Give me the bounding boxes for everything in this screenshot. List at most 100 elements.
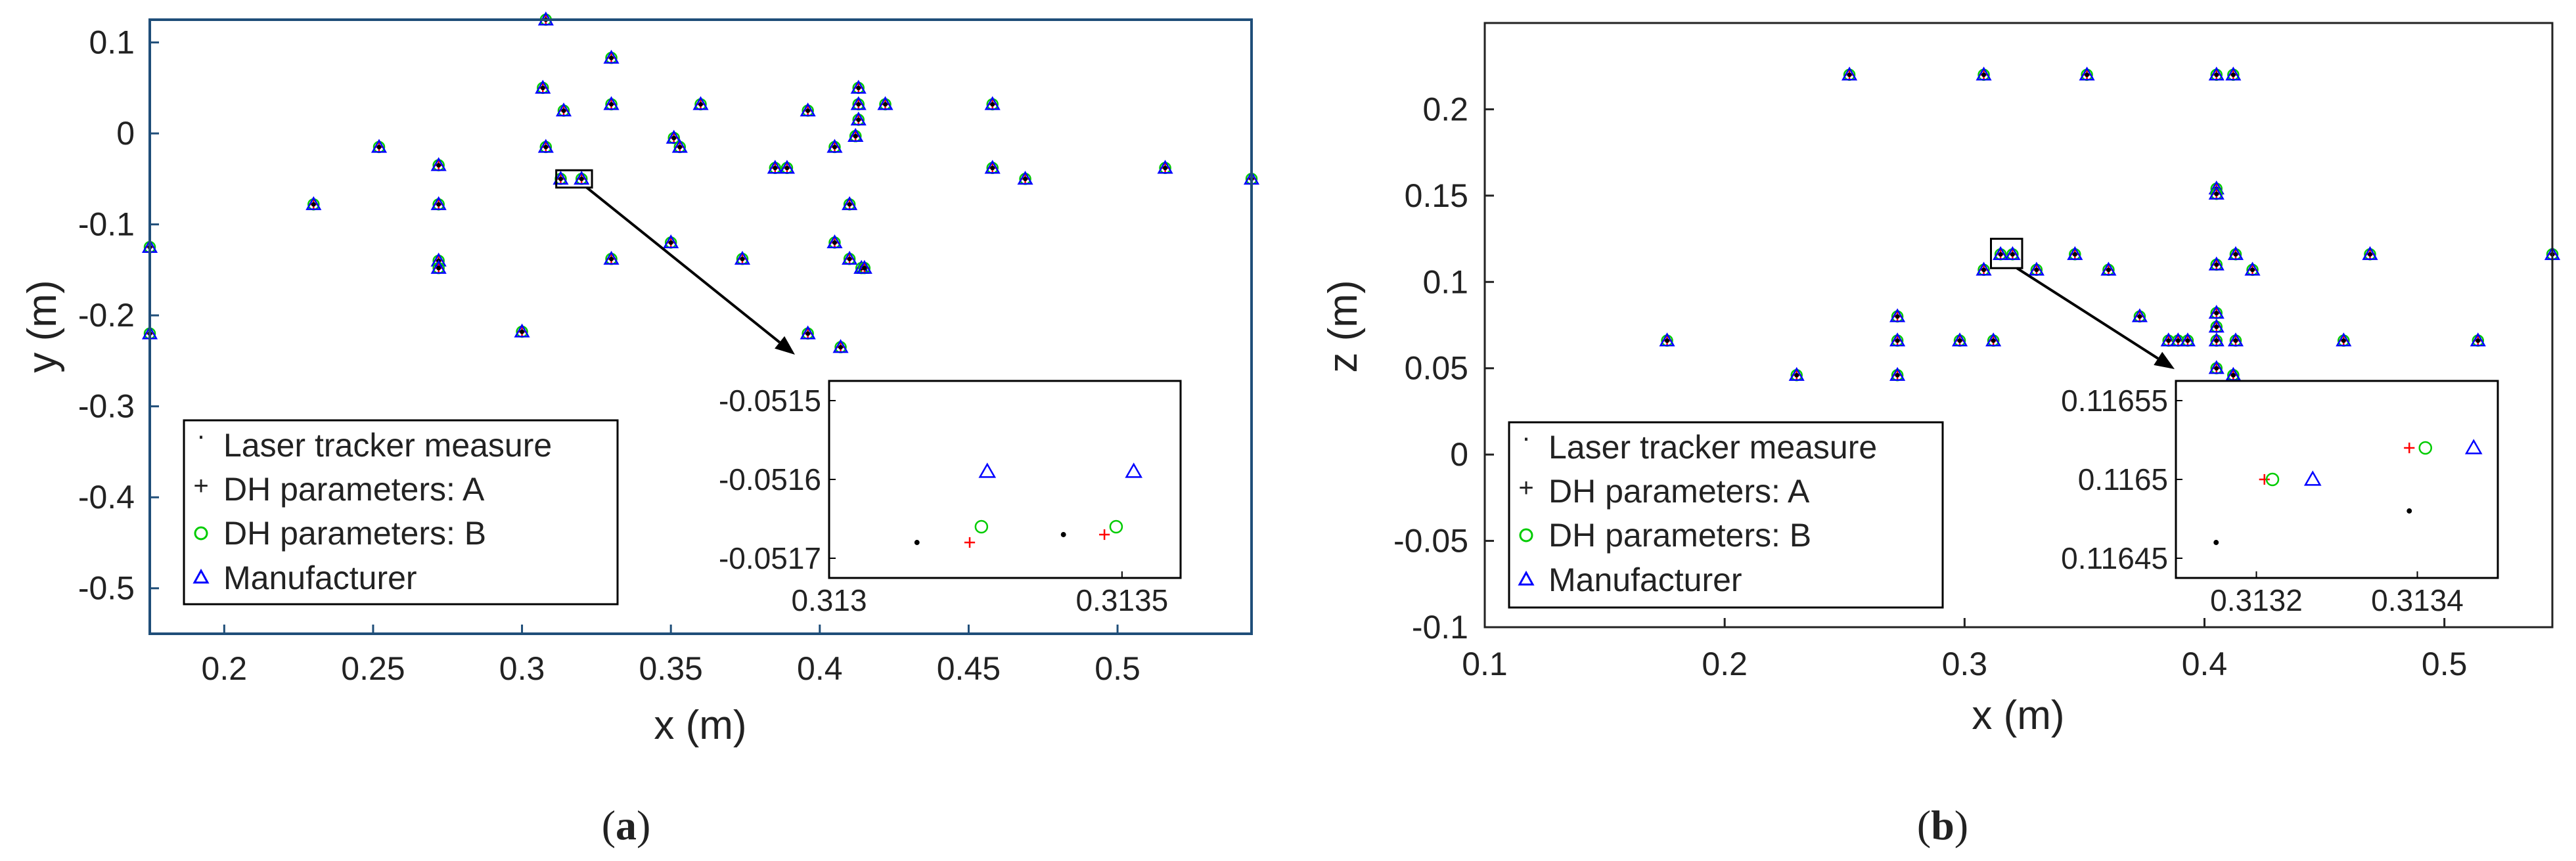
data-point xyxy=(603,250,620,265)
chart-a-zoom-box xyxy=(555,169,593,189)
legend-a-label-dh-b: DH parameters: B xyxy=(223,515,486,552)
marker-laser xyxy=(856,117,861,122)
marker-laser xyxy=(2072,252,2077,257)
marker-manufacturer xyxy=(984,160,1001,174)
marker-manufacturer xyxy=(856,259,872,274)
inset-marker-dh-a xyxy=(964,537,976,548)
data-point xyxy=(663,234,679,249)
marker-manufacturer xyxy=(537,139,554,153)
marker-laser xyxy=(2010,252,2015,257)
marker-manufacturer xyxy=(430,157,447,171)
marker-manufacturer xyxy=(877,96,893,110)
marker-laser xyxy=(2034,267,2039,273)
marker-laser xyxy=(990,102,995,107)
inset-marker-manufacturer xyxy=(1125,462,1142,478)
marker-manufacturer xyxy=(1889,366,1906,381)
marker-manufacturer xyxy=(2208,360,2225,374)
x-tick-label: 0.45 xyxy=(937,650,1001,687)
data-point xyxy=(2227,332,2244,347)
data-point xyxy=(2208,66,2225,81)
inset-marker-dh-a xyxy=(2404,442,2415,454)
marker-laser xyxy=(520,329,525,334)
marker-laser xyxy=(2233,252,2238,257)
marker-manufacturer xyxy=(984,96,1001,110)
legend-b-marker-2 xyxy=(1519,528,1533,542)
data-point xyxy=(671,139,688,154)
x-tick-label: 0.2 xyxy=(1702,646,1748,682)
data-point xyxy=(1993,246,2009,261)
data-point xyxy=(1889,308,1906,323)
marker-laser xyxy=(2137,314,2142,319)
data-point xyxy=(430,157,447,171)
chart-b-plot-frame xyxy=(1483,22,2554,629)
data-point xyxy=(984,96,1001,111)
data-point xyxy=(555,102,572,117)
marker-laser xyxy=(1998,252,2003,257)
marker-laser xyxy=(832,240,837,245)
inset-marker-laser xyxy=(1060,532,1066,537)
data-point xyxy=(2244,261,2261,276)
data-point xyxy=(2208,305,2225,319)
chart-a-inset: -0.0515 -0.0516 -0.0517 0.313 0.3135 xyxy=(719,380,1182,617)
inset-y-tick-label: -0.0515 xyxy=(719,384,821,418)
marker-laser xyxy=(2475,338,2481,343)
marker-laser xyxy=(2230,372,2236,378)
data-point xyxy=(2004,246,2021,261)
marker-laser xyxy=(838,345,844,350)
inset-y-tick-label: 0.11645 xyxy=(2061,541,2168,575)
marker-manufacturer xyxy=(574,170,590,185)
marker-laser xyxy=(1981,72,1987,77)
x-tick-label: 0.3 xyxy=(499,650,545,687)
marker-manufacturer xyxy=(850,79,867,94)
data-point xyxy=(1976,66,1992,81)
data-point xyxy=(826,234,843,249)
marker-manufacturer xyxy=(2336,332,2352,347)
data-point xyxy=(1659,332,1675,347)
chart-a-inset-markers xyxy=(914,462,1142,548)
marker-manufacturer xyxy=(2100,261,2117,276)
data-point xyxy=(2028,261,2045,276)
data-point xyxy=(832,339,849,353)
marker-laser xyxy=(1895,372,1900,378)
chart-b-inset-markers xyxy=(2213,439,2483,545)
data-point xyxy=(734,250,751,265)
y-tick-label: 0 xyxy=(116,115,135,152)
marker-manufacturer xyxy=(2170,332,2186,347)
marker-manufacturer xyxy=(2179,332,2196,347)
data-point xyxy=(2067,246,2083,261)
chart-a-plot-frame xyxy=(148,18,1253,635)
marker-manufacturer xyxy=(666,129,682,144)
data-point xyxy=(1985,332,2002,347)
marker-laser xyxy=(2214,191,2219,196)
data-point xyxy=(1889,332,1906,347)
marker-manufacturer xyxy=(832,339,849,353)
x-tick-label: 0.1 xyxy=(1462,646,1508,682)
marker-laser xyxy=(784,166,790,171)
marker-laser xyxy=(2085,72,2090,77)
marker-manufacturer xyxy=(2208,66,2225,81)
marker-laser xyxy=(773,166,778,171)
marker-laser xyxy=(882,102,888,107)
marker-manufacturer xyxy=(2208,332,2225,347)
marker-manufacturer xyxy=(2225,66,2242,81)
marker-manufacturer xyxy=(2227,246,2244,260)
marker-laser xyxy=(2341,338,2346,343)
data-point xyxy=(692,96,709,111)
chart-b-x-ticks: 0.1 0.2 0.3 0.4 0.5 xyxy=(1462,618,2467,682)
marker-laser xyxy=(2230,72,2236,77)
marker-manufacturer xyxy=(1788,366,1805,381)
marker-laser xyxy=(740,256,745,261)
marker-manufacturer xyxy=(2067,246,2083,260)
marker-manufacturer xyxy=(826,139,843,153)
inset-x-tick-label: 0.3134 xyxy=(2371,583,2464,617)
chart-b-zoom-box xyxy=(1990,238,2023,269)
marker-manufacturer xyxy=(603,49,620,64)
marker-manufacturer xyxy=(2208,305,2225,319)
marker-laser xyxy=(698,102,704,107)
y-tick-label: -0.3 xyxy=(78,388,135,425)
chart-a-x-axis-label: x (m) xyxy=(654,703,746,748)
marker-laser xyxy=(1991,338,1996,343)
data-point xyxy=(1976,261,1992,276)
marker-laser xyxy=(2214,324,2219,330)
marker-laser xyxy=(805,108,811,114)
